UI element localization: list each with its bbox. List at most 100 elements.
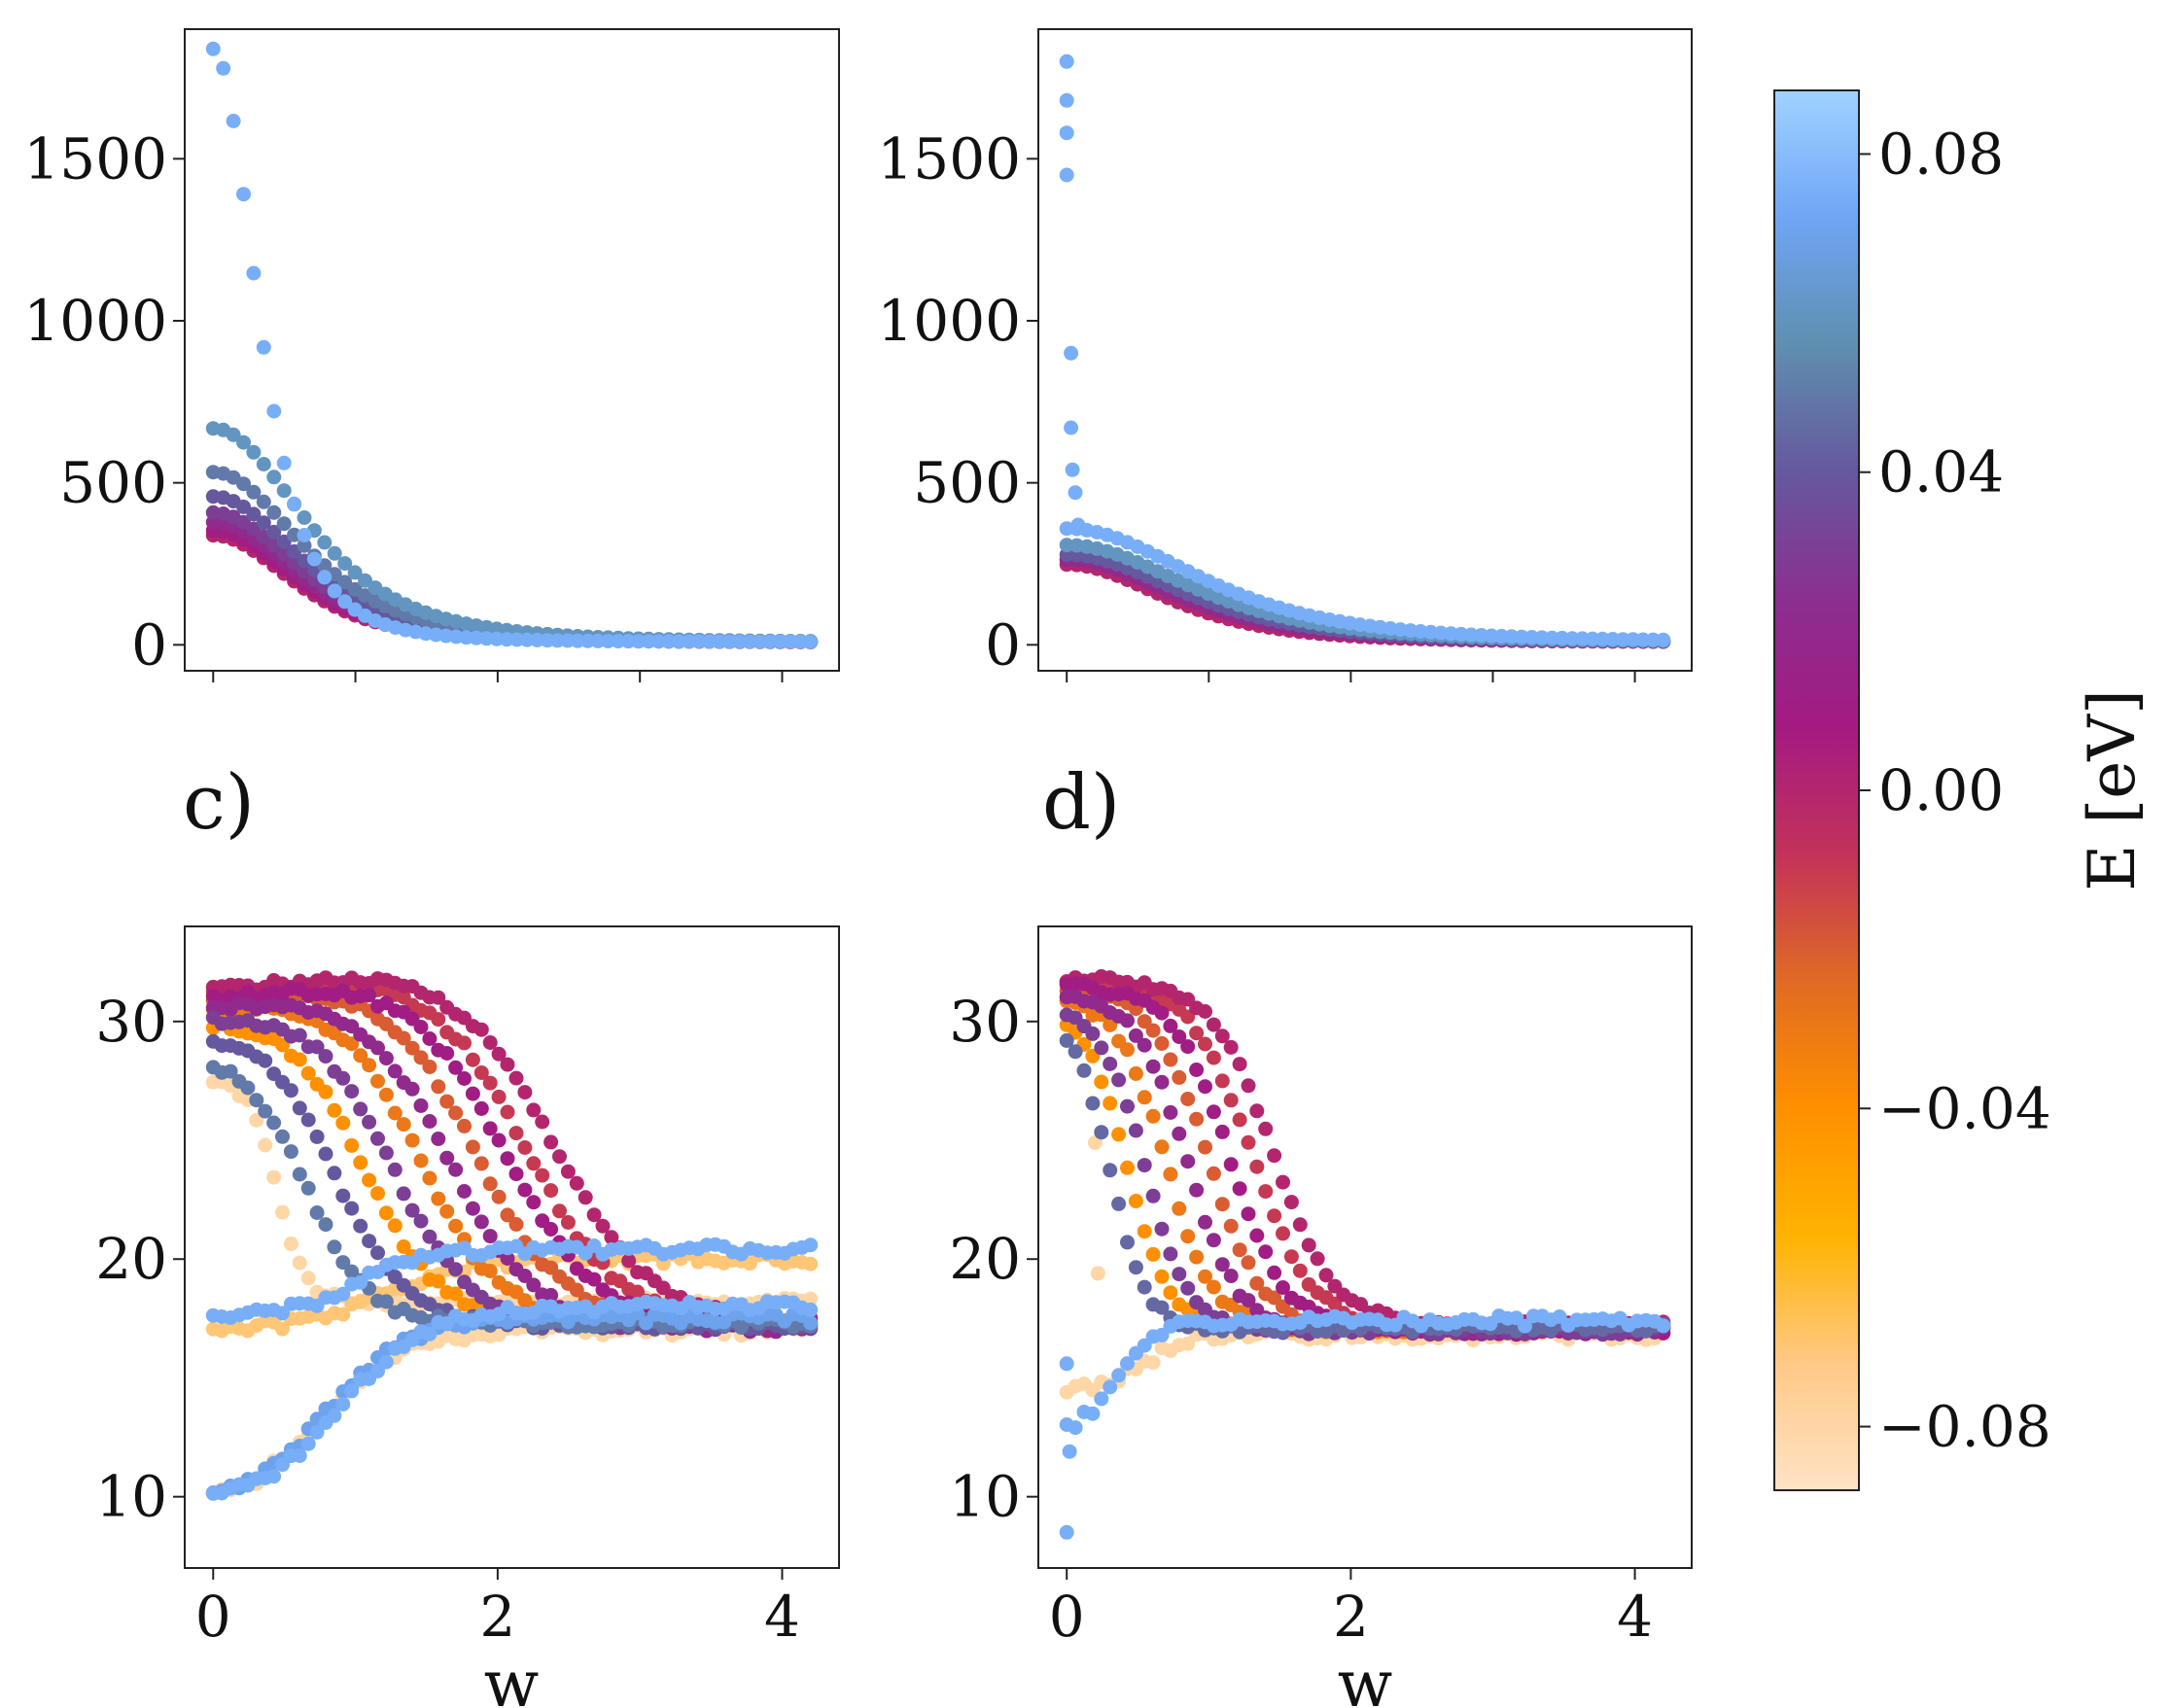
- data-point: [482, 1035, 498, 1050]
- data-point: [1085, 1026, 1101, 1041]
- data-point: [266, 1469, 282, 1484]
- data-point: [439, 1046, 455, 1061]
- data-point: [1198, 1269, 1212, 1284]
- data-point: [1163, 1052, 1178, 1067]
- data-point: [530, 633, 544, 647]
- data-point: [1310, 1251, 1325, 1267]
- data-point: [508, 1167, 524, 1182]
- data-point: [604, 1230, 619, 1245]
- data-point: [1223, 1269, 1239, 1283]
- data-point: [465, 1086, 480, 1101]
- data-point: [1128, 1028, 1143, 1043]
- data-point: [1120, 1235, 1135, 1250]
- data-point: [1283, 1195, 1299, 1210]
- data-point: [1232, 1242, 1247, 1258]
- colorbar-tick-label: 0.04: [1878, 439, 2004, 505]
- data-point: [1085, 1406, 1101, 1421]
- data-point: [1206, 1279, 1221, 1295]
- y-tick-label: 0: [985, 611, 1021, 678]
- data-point: [473, 1065, 489, 1080]
- data-point: [292, 1448, 307, 1463]
- data-point: [549, 633, 565, 648]
- data-point: [327, 1166, 342, 1181]
- data-point: [236, 499, 251, 514]
- data-point: [327, 545, 342, 561]
- data-point: [309, 1039, 325, 1055]
- data-point: [358, 573, 372, 588]
- data-point: [1626, 632, 1641, 647]
- data-point: [742, 634, 757, 649]
- data-point: [404, 1133, 420, 1148]
- data-point: [1206, 1104, 1221, 1120]
- data-point: [318, 1146, 333, 1162]
- data-point: [431, 1079, 446, 1095]
- data-point: [509, 632, 525, 647]
- data-point: [431, 990, 446, 1005]
- data-point: [1605, 632, 1621, 646]
- y-tick-label: 10: [95, 1464, 167, 1530]
- data-point: [344, 1084, 360, 1099]
- data-point: [378, 1087, 394, 1102]
- data-point: [327, 1408, 342, 1423]
- data-point: [535, 1114, 550, 1130]
- data-point: [276, 516, 292, 532]
- data-point: [721, 634, 737, 649]
- data-point: [491, 1089, 507, 1104]
- data-point: [1180, 1280, 1196, 1296]
- data-point: [335, 1255, 351, 1271]
- data-point: [803, 634, 819, 649]
- data-point: [1223, 1093, 1239, 1108]
- data-point: [1249, 1159, 1265, 1174]
- data-point: [517, 1269, 533, 1283]
- data-point: [309, 1129, 325, 1144]
- data-point: [275, 1129, 290, 1144]
- data-point: [517, 1140, 533, 1155]
- data-point: [482, 1121, 498, 1136]
- data-point: [1645, 632, 1661, 647]
- data-point: [1094, 1125, 1109, 1140]
- data-point: [448, 1162, 464, 1177]
- data-point: [256, 494, 271, 509]
- data-point: [543, 1134, 559, 1150]
- panel-c-frame: [184, 925, 840, 1569]
- data-point: [1094, 1074, 1109, 1090]
- data-point: [535, 1168, 550, 1183]
- data-point: [1276, 1226, 1290, 1241]
- data-point: [1059, 125, 1074, 141]
- data-point: [1120, 1013, 1135, 1028]
- data-point: [292, 1052, 307, 1067]
- data-point: [1128, 1260, 1143, 1275]
- data-point: [465, 1052, 480, 1067]
- panel-d-points: [1059, 969, 1671, 1540]
- data-point: [306, 551, 322, 567]
- data-point: [258, 1137, 273, 1153]
- data-point: [500, 1104, 515, 1120]
- y-tick-label: 20: [95, 1226, 167, 1292]
- data-point: [1258, 1184, 1274, 1200]
- data-point: [1180, 1039, 1196, 1055]
- data-point: [1585, 631, 1600, 646]
- data-point: [1249, 1103, 1265, 1119]
- data-point: [1145, 1188, 1161, 1203]
- panel-b-frame: [1037, 28, 1693, 672]
- data-point: [335, 1286, 351, 1302]
- data-point: [378, 1051, 394, 1066]
- data-point: [1154, 1139, 1170, 1155]
- data-point: [552, 1203, 567, 1219]
- data-point: [560, 1215, 576, 1230]
- panel-d-label: d): [1042, 759, 1120, 847]
- panel-c-label: c): [183, 759, 255, 847]
- data-point: [500, 1151, 515, 1167]
- data-point: [1154, 1221, 1170, 1237]
- x-tick-label: 0: [195, 1584, 231, 1650]
- data-point: [431, 1012, 446, 1028]
- data-point: [309, 1205, 325, 1220]
- panel-b-points: [1059, 53, 1671, 649]
- data-point: [1137, 1158, 1152, 1173]
- data-point: [1267, 1208, 1282, 1224]
- x-tick-label: 0: [1049, 1584, 1085, 1650]
- data-point: [344, 1036, 360, 1052]
- data-point: [266, 524, 282, 540]
- data-point: [1111, 1368, 1127, 1383]
- colorbar-ticks: 0.08 0.04 0.00 −0.04 −0.08: [1859, 121, 2051, 1460]
